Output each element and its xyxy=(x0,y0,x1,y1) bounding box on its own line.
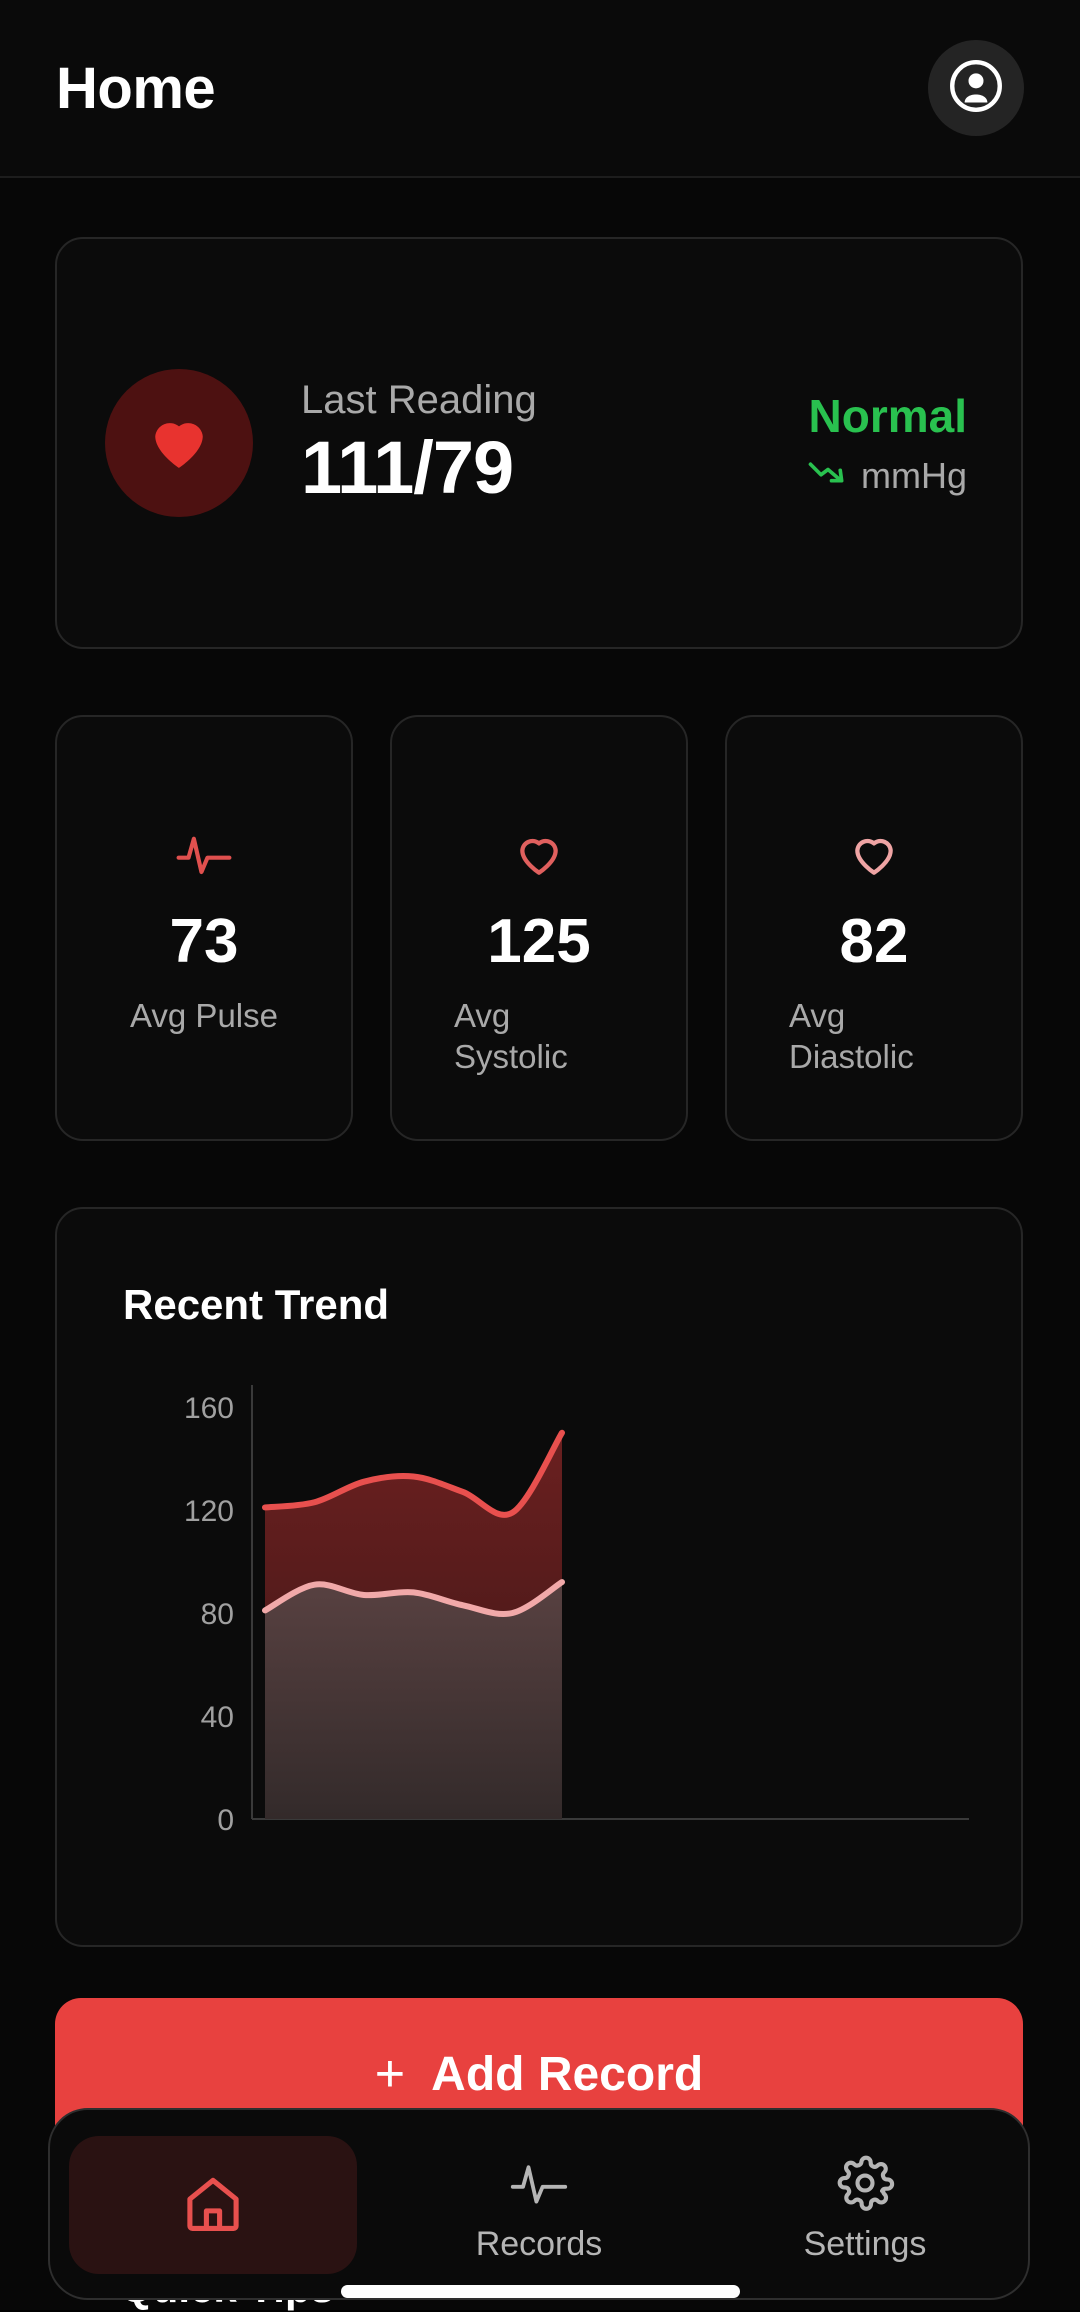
bottom-navigation-bar: Home Records Settings xyxy=(48,2108,1030,2300)
last-reading-label: Last Reading xyxy=(301,378,537,423)
chart-line-systolic xyxy=(262,1429,565,1518)
pulse-wave-icon xyxy=(174,823,234,885)
last-reading-value: 111/79 xyxy=(301,426,514,510)
heart-outline-icon xyxy=(510,823,568,885)
gear-icon xyxy=(834,2145,896,2221)
home-icon xyxy=(180,2166,246,2242)
nav-label-settings: Settings xyxy=(803,2224,927,2263)
y-axis-tick-label: 40 xyxy=(201,1701,234,1734)
recent-trend-chart: 0 40 80 120 160 xyxy=(184,1385,969,1837)
page-title: Home xyxy=(56,55,216,121)
stat-label: Avg Systolic xyxy=(454,997,568,1076)
heart-filled-icon xyxy=(141,403,217,484)
stat-label: Avg Pulse xyxy=(130,997,278,1034)
stat-value: 73 xyxy=(169,907,239,976)
stat-card-avg-pulse[interactable]: 73 Avg Pulse xyxy=(55,715,353,1141)
y-axis-tick-label: 0 xyxy=(217,1804,234,1837)
nav-active-pill xyxy=(69,2136,357,2274)
nav-label-records: Records xyxy=(475,2224,603,2263)
trending-down-icon xyxy=(807,457,849,494)
app-header: Home xyxy=(0,0,1080,178)
chart-area-diastolic xyxy=(265,1582,562,1819)
nav-item-records[interactable]: Records xyxy=(376,2110,702,2298)
nav-item-settings[interactable]: Settings xyxy=(702,2110,1028,2298)
chart-line-diastolic xyxy=(262,1579,565,1617)
stat-value: 82 xyxy=(839,907,909,976)
y-axis-tick-label: 120 xyxy=(184,1495,234,1528)
heart-outline-icon xyxy=(845,823,903,885)
plus-icon: + xyxy=(374,2045,406,2103)
recent-trend-title: Recent Trend xyxy=(123,1281,390,1328)
unit-label: mmHg xyxy=(861,454,967,496)
stat-card-avg-diastolic[interactable]: 82 Avg Diastolic xyxy=(725,715,1023,1141)
avatar-button[interactable] xyxy=(928,40,1024,136)
y-axis-tick-label: 160 xyxy=(184,1392,234,1425)
stat-card-avg-systolic[interactable]: 125 Avg Systolic xyxy=(390,715,688,1141)
status-badge: Normal xyxy=(808,390,967,443)
y-axis-tick-label: 80 xyxy=(201,1598,234,1631)
account-circle-icon xyxy=(945,55,1007,122)
pulse-wave-icon xyxy=(508,2145,570,2221)
add-record-label: Add Record xyxy=(431,2047,704,2101)
nav-item-home[interactable]: Home xyxy=(50,2110,376,2298)
stat-value: 125 xyxy=(487,907,591,976)
recent-trend-card: Recent Trend 0 40 80 120 160 xyxy=(55,1207,1023,1947)
home-indicator xyxy=(341,2285,740,2298)
status-block: Normal mmHg xyxy=(807,389,973,496)
stat-label: Avg Diastolic xyxy=(789,997,914,1076)
heart-badge xyxy=(105,369,253,517)
last-reading-card[interactable]: Last Reading 111/79 Normal mmHg xyxy=(55,237,1023,649)
